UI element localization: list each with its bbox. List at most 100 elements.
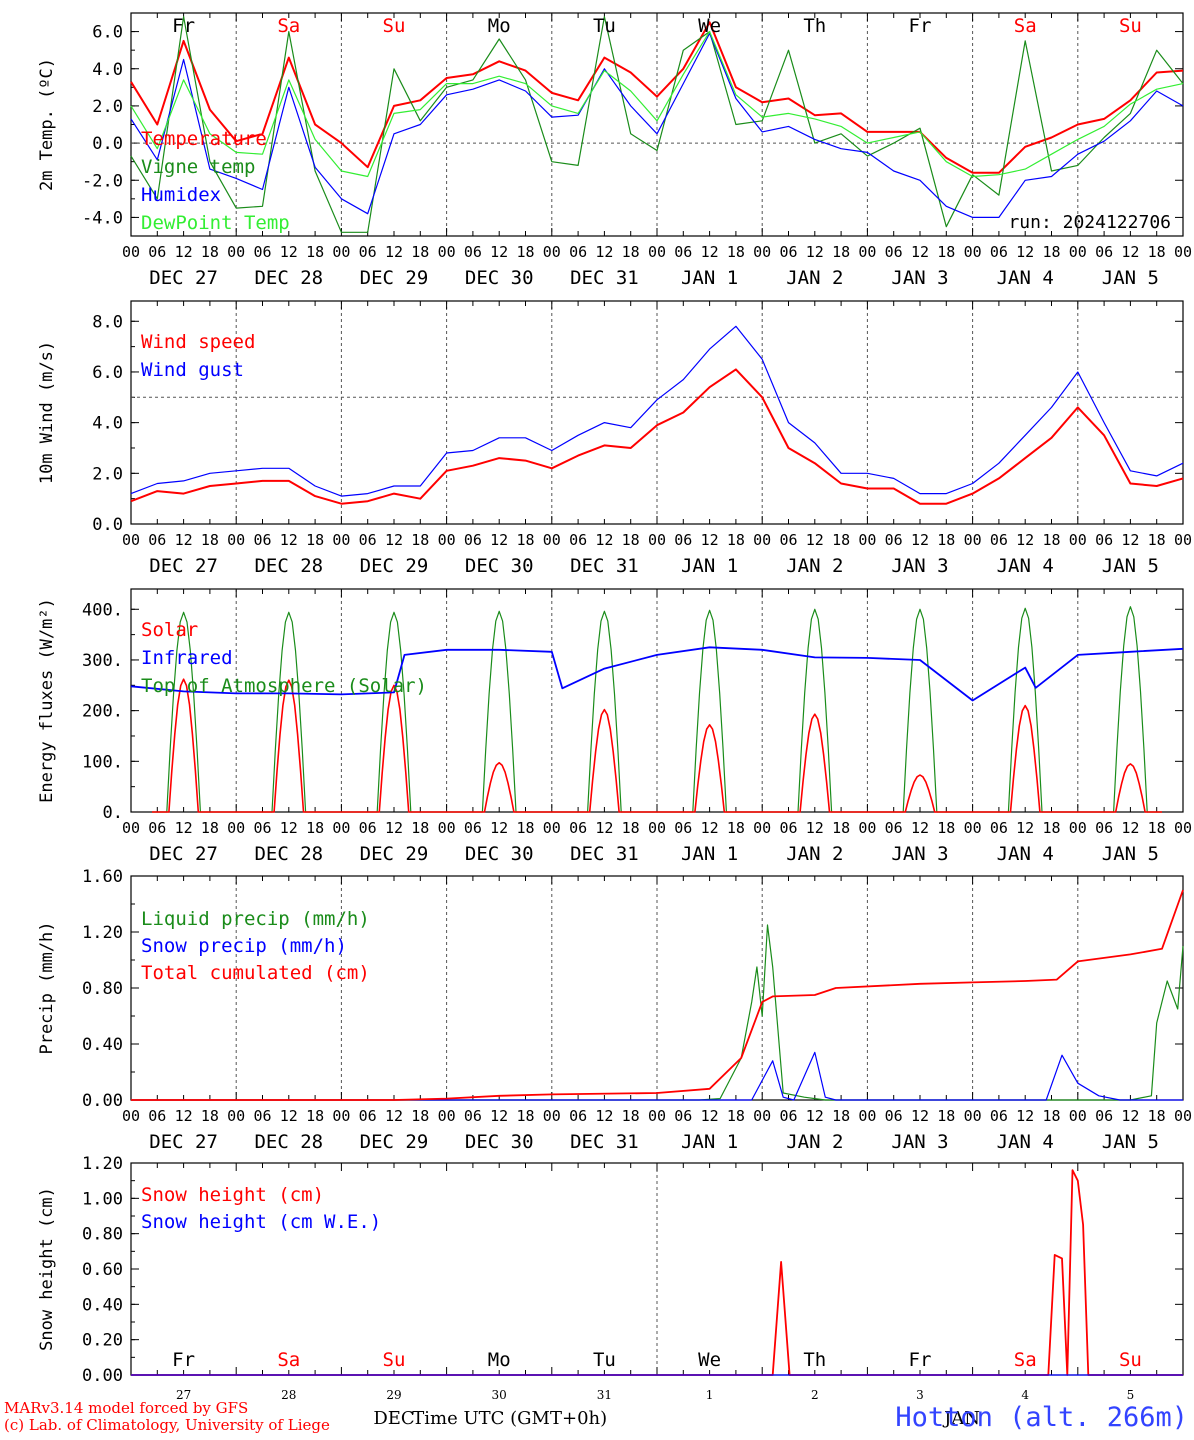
hour-tick-label: 06 — [148, 531, 166, 549]
hour-tick-label: 06 — [779, 819, 797, 837]
date-label: DEC 31 — [570, 267, 639, 289]
hour-tick-label: 06 — [885, 531, 903, 549]
hour-tick-label: 06 — [674, 819, 692, 837]
hour-tick-label: 18 — [727, 531, 745, 549]
y-axis-label: Snow height (cm) — [37, 1187, 57, 1351]
hour-tick-label: 06 — [359, 531, 377, 549]
hour-tick-label: 12 — [701, 243, 719, 261]
hour-tick-label: 06 — [1095, 531, 1113, 549]
date-label: JAN 5 — [1102, 843, 1159, 865]
series-line — [131, 924, 1184, 1101]
date-label: DEC 28 — [254, 555, 323, 577]
y-tick-label: 4.0 — [92, 60, 123, 80]
lab-credit: (c) Lab. of Climatology, University of L… — [4, 1416, 330, 1434]
day-name-label: Mo — [488, 15, 511, 37]
hour-tick-label: 00 — [122, 1107, 140, 1125]
date-label: DEC 29 — [360, 1131, 429, 1153]
hour-tick-label: 12 — [911, 1107, 929, 1125]
day-name-label: Th — [803, 15, 826, 37]
panel-4 — [130, 875, 1184, 1101]
hour-tick-label: 18 — [1042, 243, 1060, 261]
date-label: JAN 3 — [891, 843, 948, 865]
hour-tick-label: 00 — [753, 819, 771, 837]
hour-tick-label: 18 — [201, 819, 219, 837]
hour-tick-label: 06 — [1095, 243, 1113, 261]
hour-tick-label: 00 — [227, 243, 245, 261]
date-label: DEC 28 — [254, 843, 323, 865]
y-tick-label: 0.00 — [82, 1366, 123, 1386]
hour-tick-label: 00 — [438, 819, 456, 837]
hour-tick-label: 00 — [543, 819, 561, 837]
hour-tick-label: 00 — [964, 243, 982, 261]
y-tick-label: 0.20 — [82, 1331, 123, 1351]
day-name-label: Tu — [593, 15, 616, 37]
date-label: JAN 4 — [997, 267, 1054, 289]
hour-tick-label: 00 — [1069, 531, 1087, 549]
hour-tick-label: 18 — [622, 243, 640, 261]
hour-tick-label: 18 — [201, 243, 219, 261]
hour-tick-label: 12 — [1121, 819, 1139, 837]
hour-tick-label: 12 — [175, 243, 193, 261]
y-tick-label: 0.60 — [82, 1260, 123, 1280]
y-tick-label: 1.20 — [82, 923, 123, 943]
date-label: JAN 2 — [786, 267, 843, 289]
legend-entry: Humidex — [141, 184, 221, 206]
hour-tick-label: 00 — [438, 243, 456, 261]
date-label: DEC 28 — [254, 267, 323, 289]
hour-tick-label: 18 — [1042, 819, 1060, 837]
hour-tick-label: 00 — [1174, 243, 1192, 261]
hour-tick-label: 06 — [569, 243, 587, 261]
y-tick-label: 0.80 — [82, 1225, 123, 1245]
hour-tick-label: 18 — [306, 243, 324, 261]
y-tick-label: 300. — [82, 651, 123, 671]
hour-tick-label: 00 — [227, 1107, 245, 1125]
legend-entry: Snow height (cm W.E.) — [141, 1211, 381, 1233]
hour-tick-label: 00 — [964, 819, 982, 837]
day-number-label: 27 — [176, 1388, 191, 1402]
hour-tick-label: 12 — [490, 1107, 508, 1125]
y-tick-label: 1.60 — [82, 867, 123, 887]
legend-entry: Wind gust — [141, 359, 244, 381]
hour-tick-label: 00 — [858, 1107, 876, 1125]
hour-tick-label: 12 — [911, 819, 929, 837]
y-tick-label: 2.0 — [92, 97, 123, 117]
hour-tick-label: 00 — [964, 1107, 982, 1125]
hour-tick-label: 12 — [385, 1107, 403, 1125]
y-tick-label: 4.0 — [92, 414, 123, 434]
hour-tick-label: 06 — [359, 243, 377, 261]
hour-tick-label: 00 — [858, 243, 876, 261]
legend-entry: Infrared — [141, 647, 233, 669]
series-line — [130, 32, 1184, 218]
date-label: DEC 30 — [465, 555, 534, 577]
hour-tick-label: 18 — [622, 1107, 640, 1125]
day-number-label: 31 — [597, 1388, 612, 1402]
hour-tick-label: 06 — [990, 1107, 1008, 1125]
hour-tick-label: 06 — [674, 243, 692, 261]
legend-entry: Total cumulated (cm) — [141, 962, 370, 984]
hour-tick-label: 00 — [332, 819, 350, 837]
y-axis-label: 2m Temp. (ºC) — [37, 58, 57, 191]
plot-frame — [130, 12, 1184, 237]
month-label: DEC — [373, 1408, 414, 1429]
hour-tick-label: 12 — [1016, 819, 1034, 837]
hour-tick-label: 00 — [1174, 819, 1192, 837]
legend-entry: DewPoint Temp — [141, 212, 290, 234]
date-label: JAN 1 — [681, 1131, 738, 1153]
date-label: DEC 31 — [570, 1131, 639, 1153]
day-name-label: Su — [1119, 15, 1142, 37]
hour-tick-label: 18 — [1148, 819, 1166, 837]
hour-tick-label: 06 — [253, 243, 271, 261]
legend-entry: Snow height (cm) — [141, 1184, 324, 1206]
hour-tick-label: 00 — [1069, 243, 1087, 261]
day-name-label: Fr — [909, 15, 932, 37]
hour-tick-label: 12 — [911, 531, 929, 549]
hour-tick-label: 00 — [1069, 1107, 1087, 1125]
date-label: DEC 31 — [570, 843, 639, 865]
hour-tick-label: 00 — [1174, 1107, 1192, 1125]
legend-entry: Solar — [141, 619, 198, 641]
date-label: DEC 27 — [149, 843, 218, 865]
hour-tick-label: 12 — [595, 819, 613, 837]
hour-tick-label: 06 — [990, 819, 1008, 837]
hour-tick-label: 06 — [569, 819, 587, 837]
